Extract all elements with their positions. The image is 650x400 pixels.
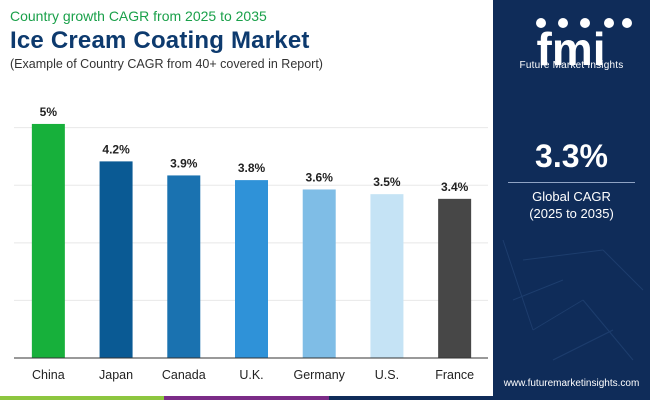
brand-name: Future Market Insights — [519, 60, 624, 71]
sidebar-panel: fmi Future Market Insights 3.3% Global C… — [493, 0, 650, 400]
tick-label: France — [435, 368, 474, 382]
divider — [508, 182, 635, 183]
bar-canada — [167, 175, 201, 358]
bar-france — [438, 198, 472, 358]
chart-title: Ice Cream Coating Market — [10, 27, 310, 54]
tick-label: U.K. — [239, 368, 263, 382]
logo-text: fmi — [537, 23, 606, 75]
data-label: 3.8% — [238, 161, 266, 175]
bar-japan — [99, 161, 133, 358]
data-label: 3.5% — [373, 175, 401, 189]
website-url: www.futuremarketinsights.com — [503, 378, 640, 389]
bottom-bar-purple — [164, 396, 329, 400]
data-label: 5% — [40, 105, 58, 119]
bar-us — [370, 194, 404, 358]
data-label: 3.4% — [441, 180, 469, 194]
tick-label: Canada — [162, 368, 206, 382]
data-label: 4.2% — [102, 142, 130, 156]
bar-germany — [302, 189, 336, 358]
global-cagr-period: (2025 to 2035) — [529, 206, 614, 221]
fmi-logo: fmi — [536, 18, 632, 75]
tick-label: U.S. — [375, 368, 399, 382]
bar-china — [31, 123, 65, 358]
bottom-color-bar — [0, 396, 493, 400]
chart-caption: (Example of Country CAGR from 40+ covere… — [10, 57, 323, 71]
data-label: 3.6% — [306, 170, 334, 184]
tick-label: Germany — [294, 368, 346, 382]
data-label: 3.9% — [170, 156, 198, 170]
tick-label: Japan — [99, 368, 133, 382]
global-cagr-value: 3.3% — [535, 138, 608, 174]
background-pattern — [502, 239, 644, 361]
bottom-bar-navy — [328, 396, 493, 400]
chart-subtitle: Country growth CAGR from 2025 to 2035 — [10, 8, 267, 24]
bar-chart: 5% China 4.2% Japan 3.9% Canada 3.8% U.K. 3.6% Ge… — [14, 105, 488, 382]
chart-panel: Country growth CAGR from 2025 to 2035 Ic… — [0, 8, 493, 400]
tick-label: China — [32, 368, 65, 382]
bottom-bar-green — [0, 396, 165, 400]
global-cagr-label: Global CAGR — [532, 189, 611, 204]
bar-uk — [235, 180, 268, 358]
